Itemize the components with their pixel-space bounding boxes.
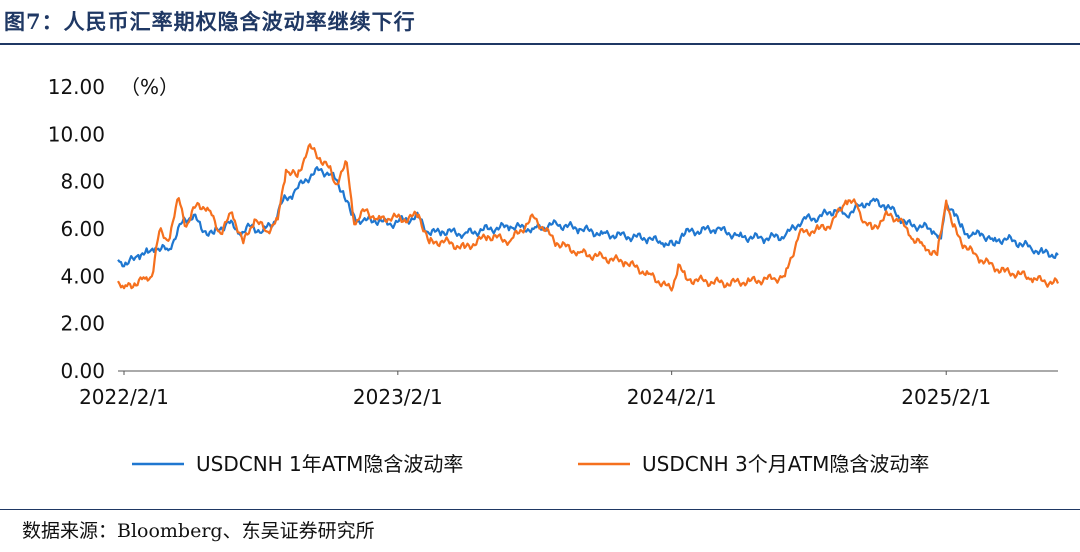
y-tick-label: 12.00: [48, 75, 105, 99]
y-unit-label: （%）: [120, 75, 179, 99]
x-tick-label: 2025/2/1: [901, 385, 991, 409]
series-line-1: [117, 166, 1059, 268]
x-axis: 2022/2/1 2023/2/1 2024/2/1 2025/2/1: [79, 370, 1058, 409]
title-rule: [0, 43, 1080, 45]
x-tick-label: 2022/2/1: [79, 385, 169, 409]
figure-source: 数据来源：Bloomberg、东吴证券研究所: [22, 520, 375, 542]
y-tick-label: 10.00: [48, 122, 105, 146]
y-tick-label: 8.00: [60, 170, 105, 194]
series-line-2: [117, 143, 1060, 292]
x-tick-label: 2023/2/1: [353, 385, 443, 409]
y-tick-label: 4.00: [60, 264, 105, 288]
figure-title: 图7：人民币汇率期权隐含波动率继续下行: [4, 9, 416, 34]
legend-label: USDCNH 3个月ATM隐含波动率: [642, 452, 929, 476]
source-rule: [0, 509, 1080, 510]
x-tick-label: 2024/2/1: [627, 385, 717, 409]
legend-label: USDCNH 1年ATM隐含波动率: [196, 452, 463, 476]
series-layer: [117, 143, 1060, 292]
y-tick-label: 2.00: [60, 312, 105, 336]
y-tick-label: 6.00: [60, 217, 105, 241]
y-tick-label: 0.00: [60, 359, 105, 383]
legend: USDCNH 1年ATM隐含波动率 USDCNH 3个月ATM隐含波动率: [132, 452, 929, 476]
y-axis: 0.00 2.00 4.00 6.00 8.00 10.00 12.00: [48, 75, 105, 383]
